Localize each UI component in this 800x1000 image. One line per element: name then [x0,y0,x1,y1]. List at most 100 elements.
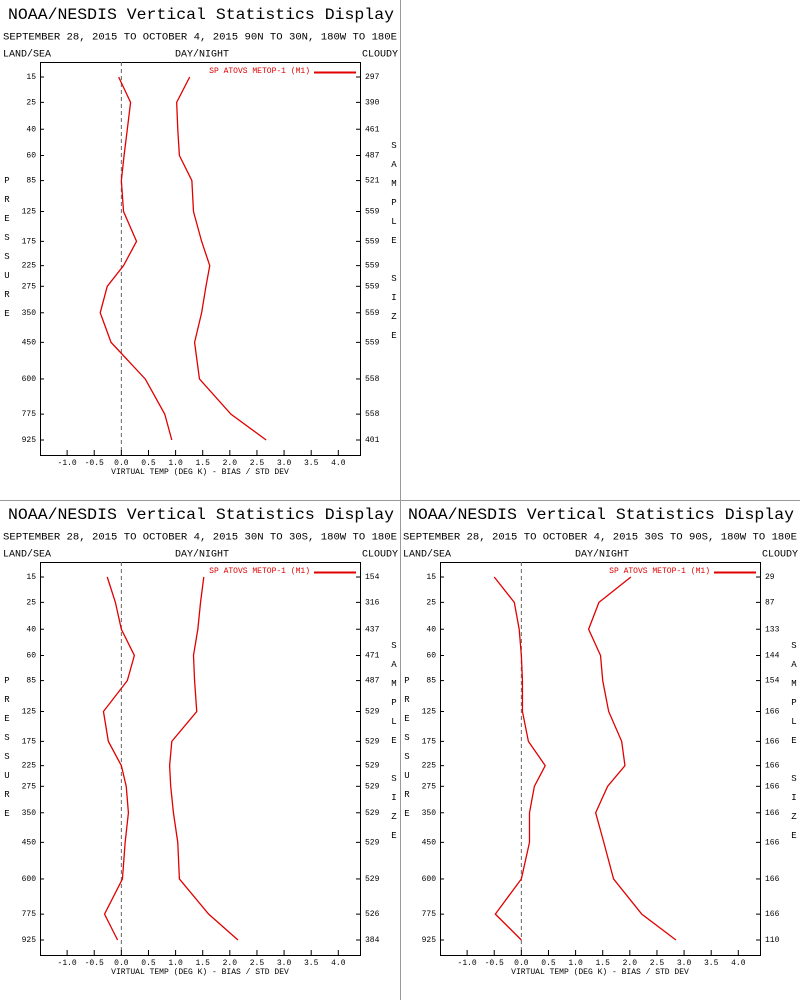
y-tick-label: 600 [22,375,37,384]
y-tick-label: 125 [422,708,437,717]
y-tick-label: 225 [22,262,37,271]
cloudy-label: CLOUDY [762,550,798,561]
legend-label: SP ATOVS METOP-1 (M1) [209,67,310,76]
y-axis-label: PRESSURE [402,676,412,828]
sample-size-label: 316 [365,598,380,607]
x-tick-label: 3.5 [304,959,319,968]
x-tick-label: 0.0 [114,459,129,468]
plot-frame [40,62,361,456]
y-tick-label: 175 [22,237,37,246]
x-tick-label: 0.0 [114,959,129,968]
y-tick-label: 275 [22,282,37,291]
chart-subtitle: SEPTEMBER 28, 2015 TO OCTOBER 4, 2015 90… [3,33,397,44]
series-line [102,576,136,941]
sample-size-label: 529 [365,838,380,847]
sample-size-label: 87 [765,598,775,607]
x-tick-label: 4.0 [331,459,346,468]
x-tick-label: 1.5 [196,459,211,468]
y-tick-label: 350 [22,309,37,318]
sample-size-label: 461 [365,125,380,134]
sample-size-label: 166 [765,809,780,818]
y-tick-label: 775 [422,910,437,919]
y-tick-label: 40 [26,625,36,634]
series-line [99,76,173,441]
sample-size-label: 487 [365,677,380,686]
sample-size-label: 558 [365,375,380,384]
x-axis-label: VIRTUAL TEMP (DEG K) - BIAS / STD DEV [111,968,289,977]
y2-axis-label: SAMPLE SIZE [389,641,399,850]
sample-size-label: 559 [365,237,380,246]
sample-size-label: 529 [365,737,380,746]
x-tick-label: 4.0 [331,959,346,968]
y-tick-label: 125 [22,708,37,717]
sample-size-label: 384 [365,936,380,945]
land-sea-label: LAND/SEA [403,549,451,561]
day-night-label: DAY/NIGHT [175,549,229,561]
x-tick-label: -1.0 [58,959,77,968]
y-tick-label: 925 [422,936,437,945]
x-tick-label: 2.5 [250,959,265,968]
series-line [587,576,677,941]
x-tick-label: 0.5 [541,959,556,968]
y-axis-label: PRESSURE [2,176,12,328]
sample-size-label: 521 [365,177,380,186]
day-night-label: DAY/NIGHT [175,49,229,61]
x-tick-label: 0.5 [141,459,156,468]
y-tick-label: 925 [22,436,37,445]
sample-size-label: 529 [365,809,380,818]
y-tick-label: 275 [422,782,437,791]
x-tick-label: -0.5 [485,959,504,968]
y-tick-label: 85 [26,177,36,186]
x-tick-label: 3.0 [277,459,292,468]
x-axis-label: VIRTUAL TEMP (DEG K) - BIAS / STD DEV [511,968,689,977]
x-tick-label: 2.0 [223,459,238,468]
y2-axis-label: SAMPLE SIZE [389,141,399,350]
sample-size-label: 401 [365,436,380,445]
plot-frame [440,562,761,956]
x-tick-label: -0.5 [85,959,104,968]
land-sea-label: LAND/SEA [3,49,51,61]
y-tick-label: 15 [426,573,436,582]
y-tick-label: 775 [22,910,37,919]
sample-size-label: 166 [765,737,780,746]
chart-panel: NOAA/NESDIS Vertical Statistics Display S… [402,506,799,977]
x-tick-label: 3.5 [704,959,719,968]
y-axis-label: PRESSURE [2,676,12,828]
y-tick-label: 350 [22,809,37,818]
x-tick-label: 2.0 [223,959,238,968]
sample-size-label: 526 [365,910,380,919]
chart-title: NOAA/NESDIS Vertical Statistics Display [408,506,794,524]
y2-axis-label: SAMPLE SIZE [789,641,799,850]
x-tick-label: 3.0 [277,959,292,968]
sample-size-label: 390 [365,98,380,107]
sample-size-label: 529 [365,762,380,771]
series-line [168,576,239,941]
sample-size-label: 154 [765,677,780,686]
sample-size-label: 166 [765,762,780,771]
x-tick-label: 1.5 [596,959,611,968]
x-tick-label: 4.0 [731,959,746,968]
legend-label: SP ATOVS METOP-1 (M1) [209,567,310,576]
sample-size-label: 154 [365,573,380,582]
sample-size-label: 529 [365,875,380,884]
sample-size-label: 559 [365,262,380,271]
y-tick-label: 175 [22,737,37,746]
x-tick-label: -1.0 [458,959,477,968]
y-tick-label: 450 [22,338,37,347]
plot-frame [40,562,361,956]
chart-title: NOAA/NESDIS Vertical Statistics Display [8,506,394,524]
sample-size-label: 529 [365,782,380,791]
y-tick-label: 60 [426,652,436,661]
y-tick-label: 175 [422,737,437,746]
sample-size-label: 110 [765,936,780,945]
y-tick-label: 275 [22,782,37,791]
sample-size-label: 559 [365,282,380,291]
sample-size-label: 166 [765,782,780,791]
y-tick-label: 85 [26,677,36,686]
x-tick-label: 2.5 [650,959,665,968]
sample-size-label: 297 [365,73,380,82]
sample-size-label: 559 [365,208,380,217]
y-tick-label: 925 [22,936,37,945]
y-tick-label: 25 [426,598,436,607]
y-tick-label: 450 [22,838,37,847]
